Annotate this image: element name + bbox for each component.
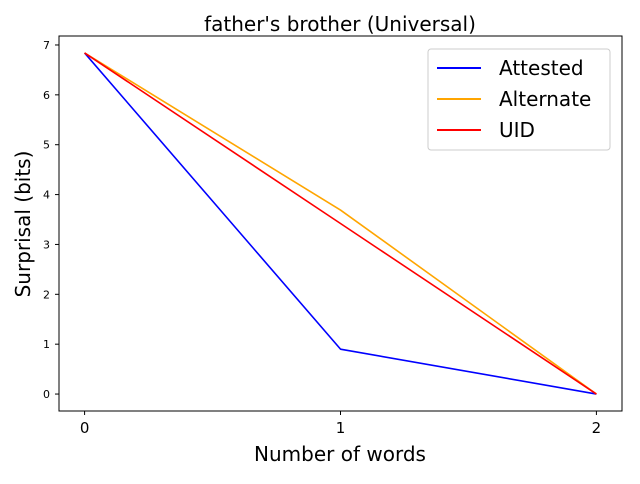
x-axis-label: Number of words — [254, 442, 426, 466]
y-axis: 0 1 2 3 4 5 6 7 — [43, 39, 59, 401]
y-tick-label: 3 — [43, 238, 50, 251]
legend: Attested Alternate UID — [427, 48, 611, 151]
y-axis-label: Surprisal (bits) — [11, 151, 35, 298]
legend-box — [427, 48, 611, 151]
series-line-attested — [83, 52, 597, 395]
series-line-alternate — [84, 52, 597, 395]
legend-label-uid: UID — [499, 118, 535, 142]
y-tick-label: 1 — [43, 338, 50, 351]
legend-label-alternate: Alternate — [499, 87, 591, 111]
plot-lines — [83, 52, 597, 395]
y-tick-label: 7 — [43, 39, 50, 52]
chart-title: father's brother (Universal) — [204, 12, 476, 36]
series-line-uid — [84, 52, 597, 395]
x-tick-label: 2 — [592, 419, 602, 437]
x-tick-label: 0 — [80, 419, 90, 437]
y-tick-label: 4 — [43, 189, 50, 202]
x-axis: 0 1 2 — [80, 411, 601, 437]
legend-label-attested: Attested — [499, 56, 584, 80]
x-tick-label: 1 — [336, 419, 346, 437]
y-tick-label: 2 — [43, 288, 50, 301]
y-tick-label: 6 — [43, 89, 50, 102]
y-tick-label: 5 — [43, 139, 50, 152]
y-tick-label: 0 — [43, 388, 50, 401]
